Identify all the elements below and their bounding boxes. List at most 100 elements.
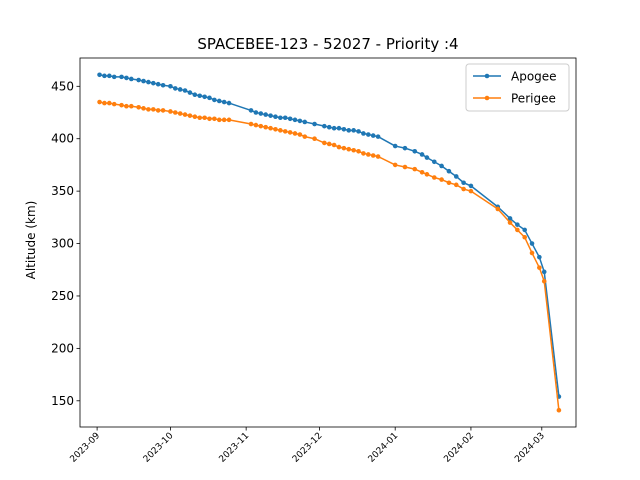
apogee-point <box>278 115 283 121</box>
perigee-point <box>248 121 254 127</box>
perigee-point <box>207 116 212 122</box>
perigee-point <box>312 136 317 142</box>
apogee-point <box>151 80 156 86</box>
apogee-point <box>216 98 222 104</box>
apogee-point <box>341 126 347 132</box>
perigee-point <box>160 108 166 113</box>
apogee-point <box>468 183 474 189</box>
perigee-point <box>102 100 107 106</box>
apogee-point <box>453 174 459 179</box>
apogee-point <box>287 116 293 122</box>
apogee-point <box>155 81 161 87</box>
apogee-point <box>529 241 535 246</box>
perigee-point <box>453 182 459 188</box>
apogee-point <box>226 100 232 106</box>
apogee-point <box>273 114 278 120</box>
apogee-point <box>346 128 352 133</box>
perigee-point <box>292 131 298 136</box>
perigee-point <box>177 111 183 116</box>
legend-apogee-label: Apogee <box>511 70 557 84</box>
y-tick-label: 150 <box>51 394 74 408</box>
perigee-point <box>361 151 366 156</box>
apogee-point <box>111 74 117 80</box>
perigee-point <box>182 112 188 117</box>
apogee-point <box>124 75 129 81</box>
series-perigee <box>97 99 562 413</box>
apogee-point <box>253 110 259 115</box>
apogee-point <box>419 152 425 157</box>
chart-title: SPACEBEE-123 - 52027 - Priority :4 <box>197 35 458 53</box>
apogee-point <box>322 123 327 129</box>
perigee-point <box>119 102 124 108</box>
perigee-point <box>216 117 222 123</box>
perigee-point <box>341 145 347 151</box>
perigee-point <box>282 129 288 134</box>
apogee-point <box>370 133 376 138</box>
apogee-point <box>336 125 342 131</box>
apogee-point <box>102 73 107 79</box>
perigee-point <box>515 227 520 233</box>
perigee-point <box>278 128 283 133</box>
perigee-point <box>346 146 352 152</box>
perigee-point <box>537 265 542 270</box>
perigee-point <box>155 108 161 113</box>
legend-perigee-label: Perigee <box>511 92 556 106</box>
perigee-point <box>268 125 273 131</box>
apogee-point <box>177 87 183 92</box>
perigee-point <box>336 144 342 150</box>
apogee-point <box>412 148 418 154</box>
apogee-point <box>182 88 188 93</box>
apogee-point <box>172 86 178 91</box>
apogee-point <box>136 77 141 83</box>
perigee-point <box>468 188 474 194</box>
series-apogee <box>97 72 562 399</box>
legend-perigee-marker <box>484 95 490 101</box>
apogee-point <box>258 111 264 116</box>
perigee-point <box>297 132 303 137</box>
perigee-point <box>287 130 293 135</box>
perigee-point <box>111 101 117 107</box>
apogee-point <box>507 216 513 221</box>
apogee-point <box>282 115 288 121</box>
apogee-point <box>207 95 212 101</box>
y-axis-label: Altitude (km) <box>24 201 38 280</box>
perigee-point <box>146 107 151 112</box>
apogee-point <box>263 112 268 117</box>
apogee-point <box>326 124 332 130</box>
perigee-point <box>331 142 337 148</box>
perigee-point <box>351 147 356 153</box>
apogee-point <box>351 128 356 133</box>
apogee-point <box>356 129 361 134</box>
perigee-point <box>431 175 437 180</box>
perigee-point <box>529 250 535 256</box>
apogee-point <box>160 82 166 88</box>
y-tick-label: 350 <box>51 184 74 198</box>
perigee-point <box>253 122 259 128</box>
perigee-point <box>107 100 112 106</box>
apogee-point <box>146 79 151 85</box>
perigee-point <box>172 110 178 115</box>
apogee-point <box>537 254 542 260</box>
apogee-point <box>361 131 366 136</box>
perigee-point <box>302 134 308 139</box>
apogee-point <box>268 113 273 118</box>
legend-apogee-marker <box>484 73 490 79</box>
apogee-point <box>375 134 381 139</box>
apogee-point <box>431 159 437 165</box>
perigee-point <box>375 154 381 159</box>
apogee-point <box>97 72 102 78</box>
apogee-line <box>99 74 560 397</box>
apogee-point <box>248 108 254 113</box>
perigee-point <box>141 106 146 111</box>
perigee-point <box>541 278 547 284</box>
apogee-point <box>187 90 193 95</box>
apogee-point <box>424 155 430 160</box>
apogee-point <box>366 132 371 137</box>
perigee-point <box>439 177 444 182</box>
perigee-point <box>370 153 376 158</box>
perigee-line <box>99 101 560 411</box>
apogee-point <box>515 222 520 227</box>
apogee-point <box>302 119 308 125</box>
series-layer <box>97 72 562 413</box>
